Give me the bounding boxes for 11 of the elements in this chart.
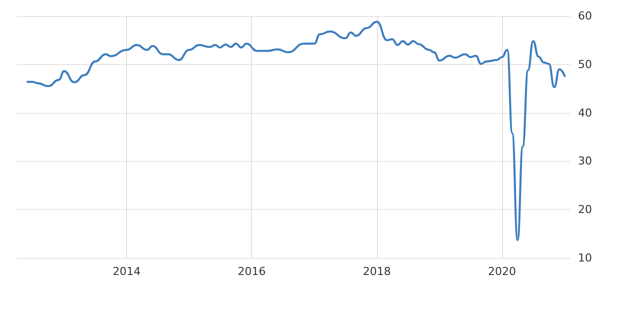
y-tick-label: 40: [578, 106, 592, 120]
line-series: [26, 20, 566, 242]
y-tick-label: 30: [578, 154, 592, 168]
y-tick-label: 60: [578, 10, 592, 22]
x-tick-label: 2014: [112, 265, 141, 278]
x-tick-label: 2016: [238, 265, 266, 278]
x-tick-label: 2018: [362, 265, 391, 278]
x-tick-label: 2020: [488, 265, 516, 278]
y-tick-label: 20: [578, 203, 592, 216]
y-tick-label: 50: [578, 58, 592, 71]
y-tick-label: 10: [578, 252, 592, 264]
